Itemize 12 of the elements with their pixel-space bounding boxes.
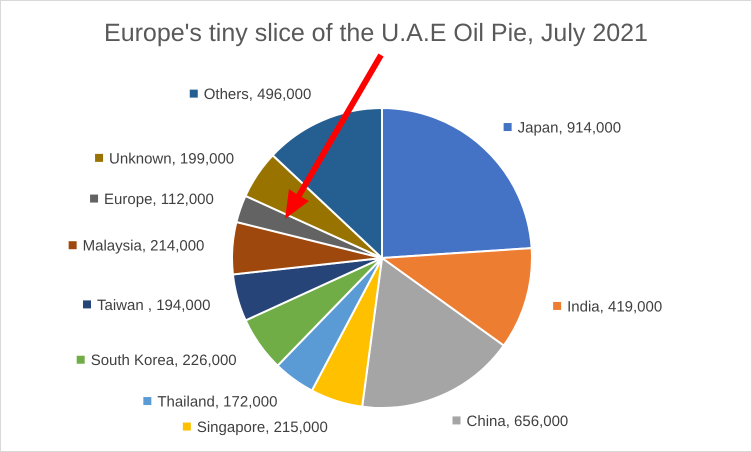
legend-label: Japan, 914,000 (518, 120, 622, 137)
legend-label: Unknown, 199,000 (109, 150, 234, 168)
legend-label: Others, 496,000 (204, 86, 312, 104)
legend-label: China, 656,000 (466, 412, 568, 430)
legend-label: Taiwan , 194,000 (97, 296, 210, 314)
legend-label: India, 419,000 (567, 298, 662, 316)
chart-title: Europe's tiny slice of the U.A.E Oil Pie, July 2021 (103, 19, 649, 48)
legend-label: Singapore, 215,000 (196, 419, 328, 436)
legend-label: Thailand, 172,000 (157, 394, 278, 411)
legend-label: Malaysia, 214,000 (82, 238, 204, 255)
legend-label: South Korea, 226,000 (90, 352, 237, 370)
legend-label: Europe, 112,000 (104, 191, 214, 208)
